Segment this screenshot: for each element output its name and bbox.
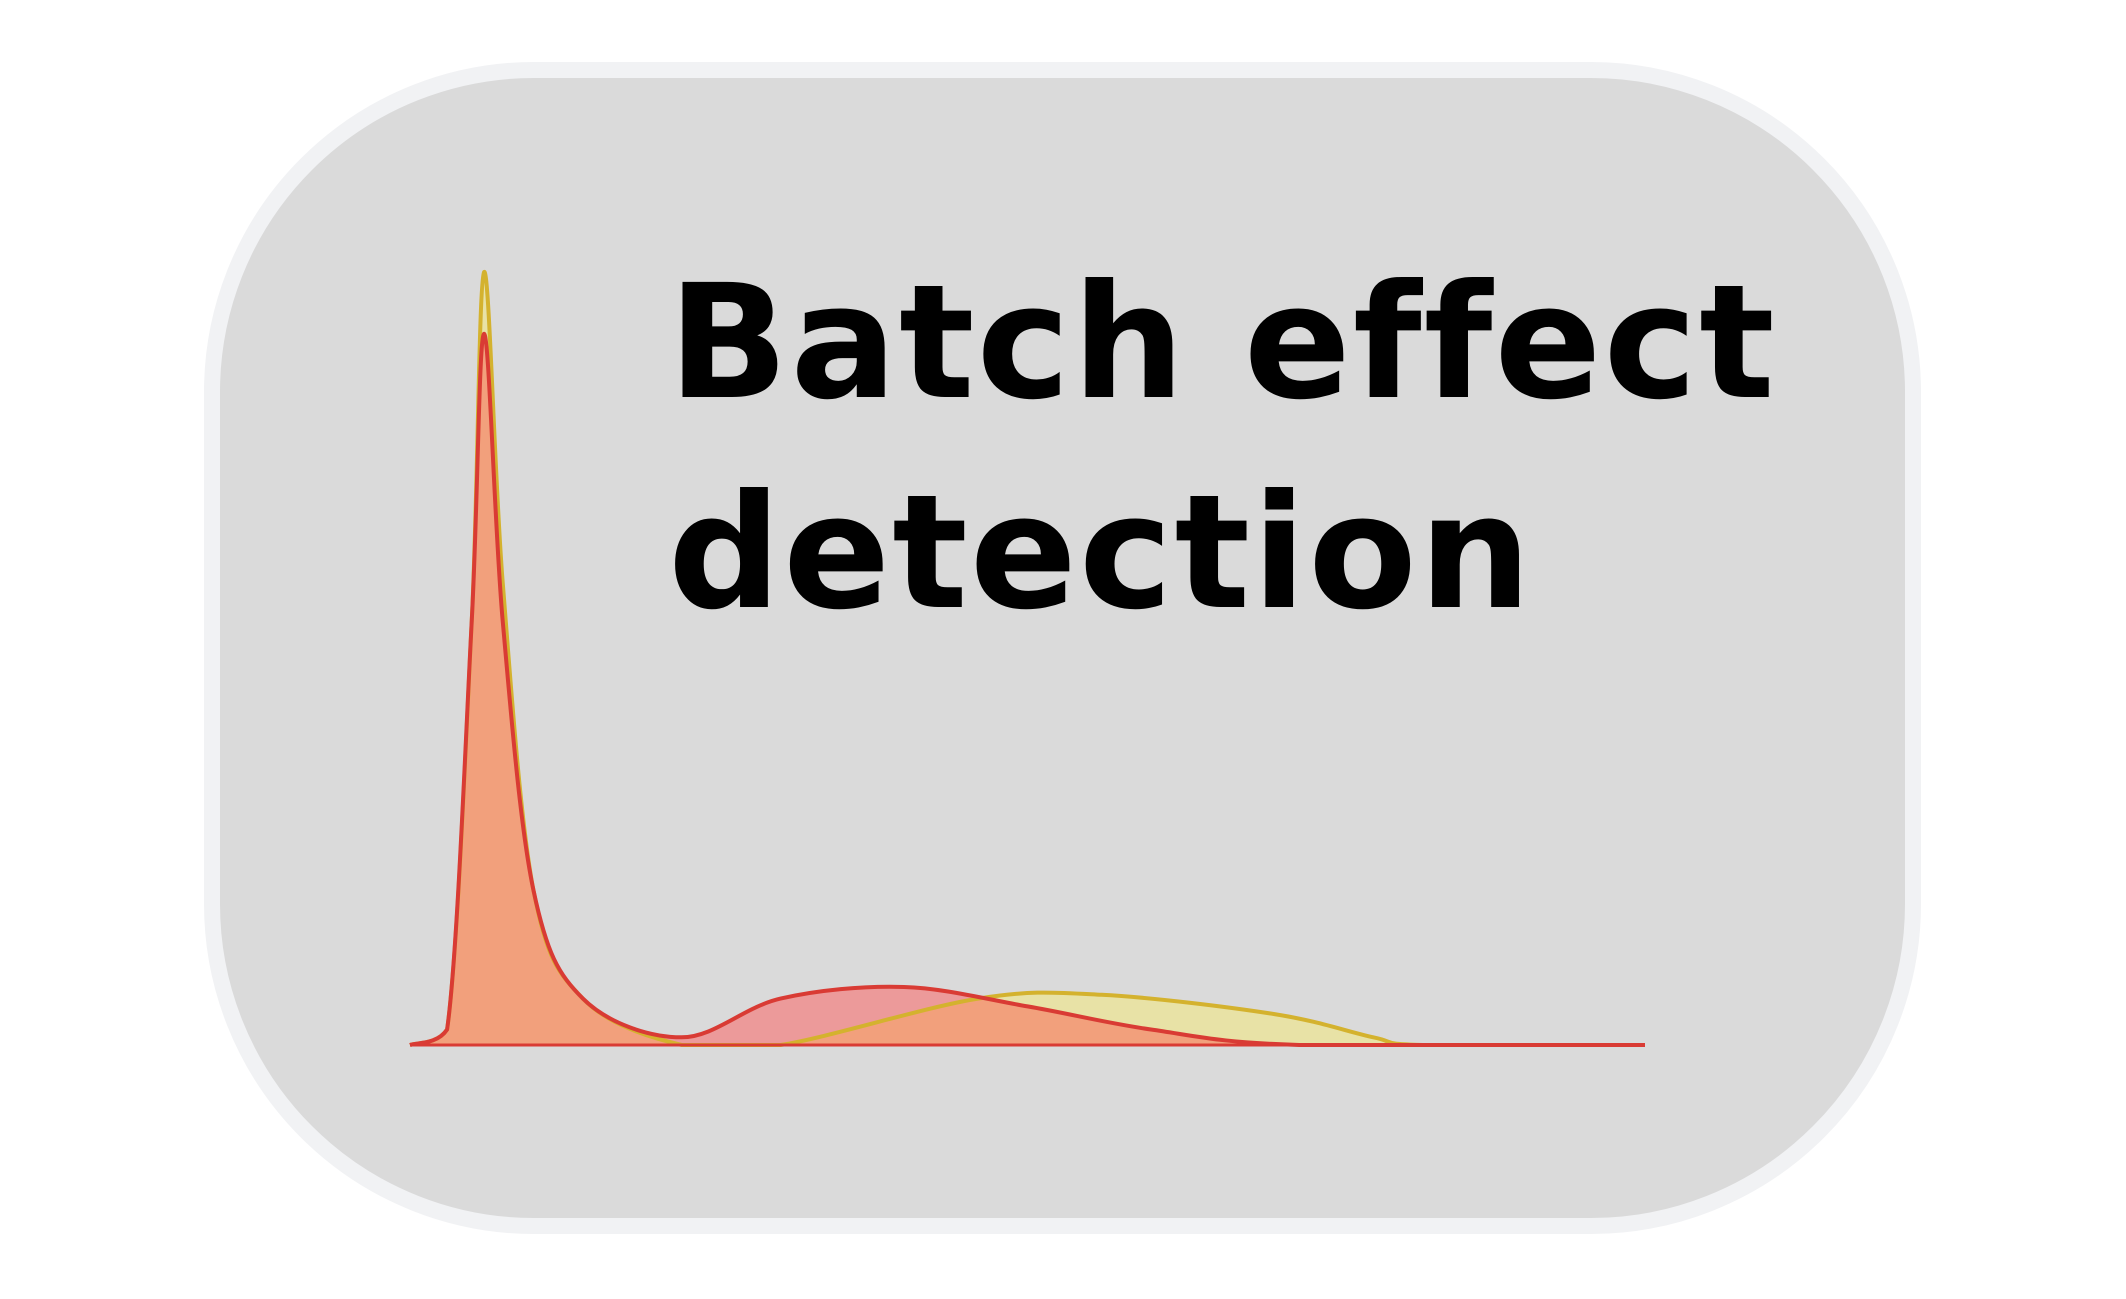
- series-b-line: [409, 331, 1645, 1048]
- page-title: Batch effect detection: [668, 238, 1777, 658]
- overlap-area: [410, 333, 1645, 1045]
- title-line-1: Batch effect: [668, 251, 1777, 435]
- title-line-2: detection: [668, 461, 1534, 645]
